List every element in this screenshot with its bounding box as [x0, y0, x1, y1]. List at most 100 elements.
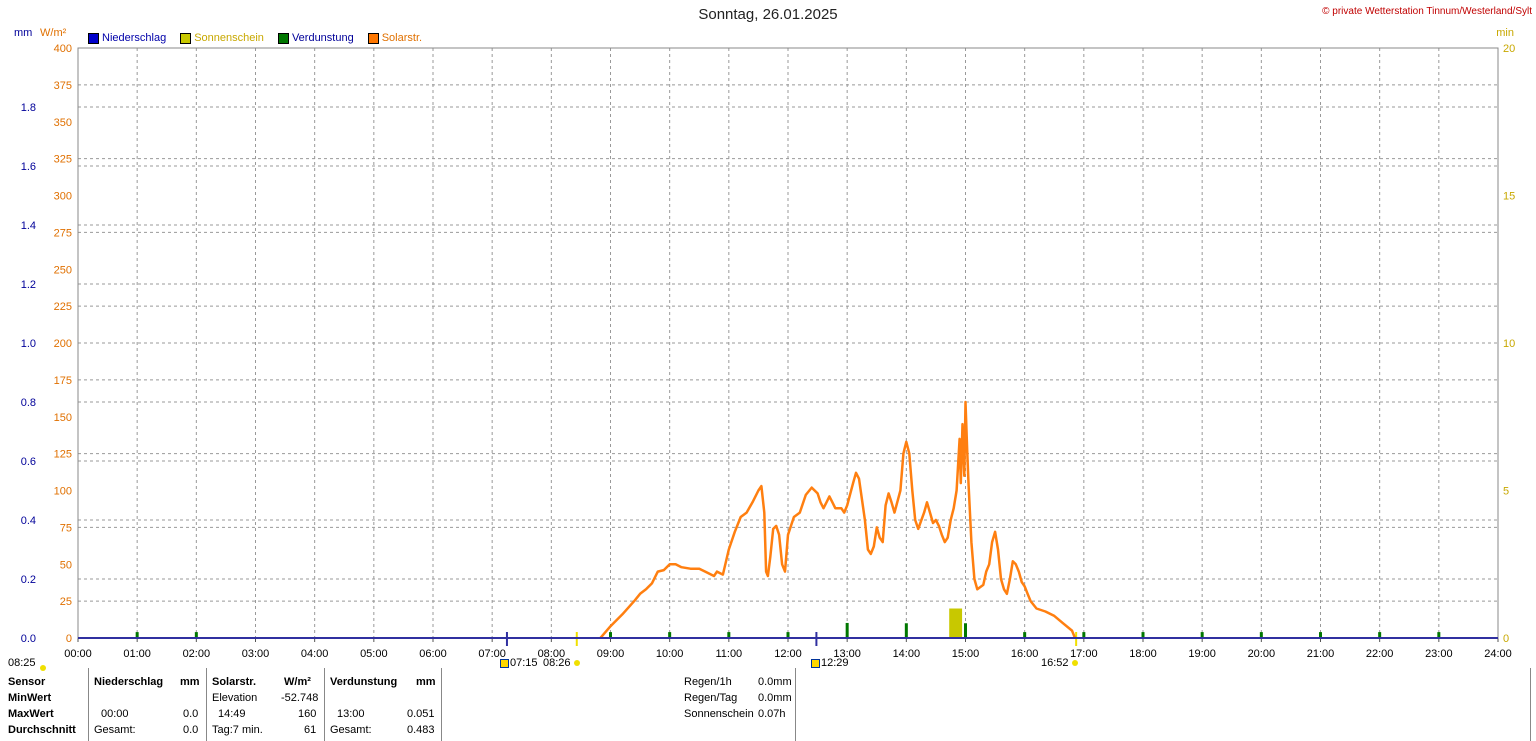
stat-value-regen-1h: 0.0mm — [758, 676, 792, 688]
y-tick-label-wm2: 275 — [54, 227, 72, 239]
y-tick-label-wm2: 200 — [54, 338, 72, 350]
stat-label-regen-1h: Regen/1h — [684, 676, 732, 688]
evaporation-bar — [1437, 632, 1441, 638]
x-tick-label: 07:00 — [478, 648, 506, 660]
sunrise-marker: 07:15 — [500, 657, 538, 669]
verdunstung-unit: mm — [416, 676, 436, 688]
y-tick-label-mm: 0.8 — [21, 397, 36, 409]
x-tick-label: 20:00 — [1248, 648, 1276, 660]
solar-line-series — [599, 400, 1077, 639]
x-tick-label: 13:00 — [833, 648, 861, 660]
legend-label: Niederschlag — [102, 32, 167, 44]
legend-label: Verdunstung — [291, 32, 354, 44]
evaporation-bar — [1200, 632, 1204, 638]
x-tick-label: 18:00 — [1129, 648, 1157, 660]
left-time-value: 08:25 — [8, 657, 36, 669]
x-tick-label: 12:00 — [774, 648, 802, 660]
legend: Niederschlag Sonnenschein Verdunstung So… — [88, 32, 422, 44]
stat-value-regen-tag: 0.0mm — [758, 692, 792, 704]
row-label-sensor: Sensor — [8, 676, 46, 688]
solar-radiation-line — [599, 400, 1077, 639]
y-tick-label-min: 5 — [1503, 486, 1509, 498]
y-tick-label-mm: 0.4 — [21, 515, 36, 527]
row-label-avg: Durchschnitt — [8, 724, 76, 736]
noon-time: 12:29 — [821, 657, 849, 669]
copyright-note: © private Wetterstation Tinnum/Westerlan… — [1322, 6, 1532, 17]
sun-dot-icon — [1071, 660, 1078, 667]
stat-label-regen-tag: Regen/Tag — [684, 692, 738, 704]
x-tick-label: 08:00 — [538, 648, 566, 660]
evaporation-bar — [668, 632, 672, 638]
y-tick-label-mm: 1.8 — [21, 102, 36, 114]
y-tick-label-wm2: 350 — [54, 117, 72, 129]
verdunstung-max-time: 13:00 — [337, 708, 365, 720]
solar-header: Solarstr. — [212, 676, 257, 688]
axis-labels: 00:00 01:00 02:00 03:00 04:00 05:00 06:00 07:00… — [21, 43, 1516, 660]
verdunstung-max-value: 0.051 — [407, 708, 435, 720]
y-tick-label-wm2: 375 — [54, 80, 72, 92]
x-tick-label: 09:00 — [597, 648, 625, 660]
bar-series — [135, 608, 1441, 638]
legend-swatch — [367, 32, 379, 44]
verdunstung-total-label: Gesamt: — [330, 724, 372, 736]
y-tick-label-mm: 1.0 — [21, 338, 36, 350]
x-tick-label: 11:00 — [715, 648, 742, 660]
sun-dot-icon — [40, 662, 46, 674]
x-tick-label: 05:00 — [360, 648, 388, 660]
unit-mm-label: mm — [14, 27, 33, 39]
grid-lines — [78, 48, 1498, 638]
divider — [1530, 668, 1531, 741]
solar-max-value: 160 — [298, 708, 317, 720]
sunset-marker: 16:52 — [1041, 657, 1078, 669]
sunshine-bar — [958, 608, 963, 638]
x-tick-label: 23:00 — [1425, 648, 1453, 660]
divider — [324, 668, 325, 741]
divider — [795, 668, 796, 741]
solar-min-value: -52.748 — [281, 692, 319, 704]
stats-table: Sensor MinWert MaxWert Durchschnitt Nied… — [0, 668, 1536, 741]
legend-item-verdunstung: Verdunstung — [277, 32, 354, 44]
evaporation-bar — [135, 632, 139, 638]
y-tick-label-wm2: 125 — [54, 449, 72, 461]
y-tick-label-min: 15 — [1503, 191, 1515, 203]
y-tick-label-wm2: 50 — [60, 559, 72, 571]
y-tick-label-wm2: 75 — [60, 522, 72, 534]
niederschlag-max-value: 0.0 — [183, 708, 199, 720]
y-tick-label-mm: 1.4 — [21, 220, 36, 232]
niederschlag-max-time: 00:00 — [101, 708, 129, 720]
sunshine-bar — [952, 608, 957, 638]
legend-label: Solarstr. — [381, 32, 423, 44]
x-tick-label: 17:00 — [1070, 648, 1098, 660]
noon-icon — [811, 658, 820, 668]
legend-label: Sonnenschein — [194, 32, 264, 44]
y-tick-label-wm2: 0 — [66, 633, 72, 645]
y-tick-label-wm2: 400 — [54, 43, 72, 55]
stat-value-sonnenschein: 0.07h — [758, 708, 786, 720]
niederschlag-unit: mm — [180, 676, 200, 688]
evaporation-bar — [1259, 632, 1263, 638]
y-tick-label-wm2: 25 — [60, 596, 72, 608]
evaporation-bar — [1082, 632, 1086, 638]
x-tick-label: 06:00 — [419, 648, 447, 660]
row-label-min: MinWert — [8, 692, 52, 704]
x-tick-label: 24:00 — [1484, 648, 1512, 660]
solar-avg-label: Tag:7 min. — [212, 724, 263, 736]
y-tick-label-mm: 1.6 — [21, 161, 36, 173]
y-tick-label-wm2: 225 — [54, 301, 72, 313]
solar-unit: W/m² — [284, 676, 311, 688]
x-tick-label: 10:00 — [656, 648, 684, 660]
y-tick-label-mm: 0.2 — [21, 574, 36, 586]
sun-dot-icon — [573, 660, 580, 667]
niederschlag-total-value: 0.0 — [183, 724, 199, 736]
evaporation-bar — [194, 632, 198, 638]
evaporation-bar — [1378, 632, 1382, 638]
y-tick-label-mm: 1.2 — [21, 279, 36, 291]
evaporation-bar — [845, 622, 849, 638]
niederschlag-total-label: Gesamt: — [94, 724, 136, 736]
y-tick-label-wm2: 250 — [54, 264, 72, 276]
sunset-time: 16:52 — [1041, 657, 1069, 669]
evaporation-bar — [1023, 632, 1027, 638]
x-tick-label: 14:00 — [893, 648, 921, 660]
x-tick-label: 04:00 — [301, 648, 329, 660]
evaporation-bar — [609, 632, 612, 638]
